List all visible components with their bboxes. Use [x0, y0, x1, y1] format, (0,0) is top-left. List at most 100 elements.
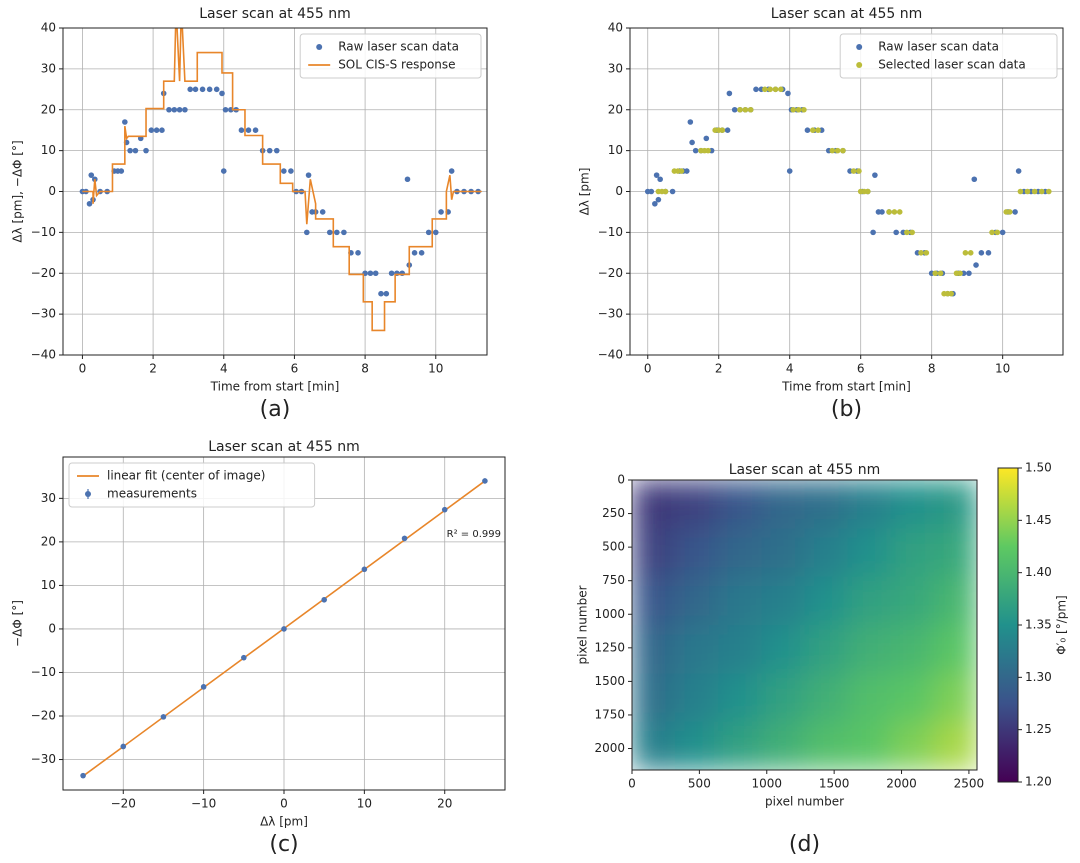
- data-point: [809, 127, 816, 133]
- data-point: [383, 290, 390, 297]
- data-point: [305, 172, 312, 178]
- y-tick-label: 1000: [594, 607, 625, 621]
- data-point: [994, 229, 1001, 236]
- x-tick-label: 2500: [954, 777, 985, 791]
- data-point: [786, 168, 793, 174]
- data-point: [418, 250, 425, 256]
- data-point: [438, 209, 444, 215]
- data-point: [856, 168, 862, 174]
- heatmap: [632, 480, 977, 770]
- x-tick-label: −20: [111, 797, 136, 811]
- heatmap-cell: [933, 480, 977, 529]
- heatmap-cell: [675, 480, 719, 529]
- y-tick-label: −20: [598, 266, 623, 280]
- data-point: [252, 127, 259, 133]
- legend-box: [839, 33, 1058, 79]
- x-tick-label: 4: [220, 362, 228, 376]
- data-point: [281, 168, 287, 174]
- y-tick-label: −10: [598, 225, 623, 239]
- y-axis-label: pixel number: [576, 585, 590, 664]
- data-point: [266, 147, 273, 154]
- data-point: [918, 250, 924, 256]
- heatmap-cell: [933, 528, 977, 578]
- heatmap-cell: [847, 480, 892, 529]
- heatmap-cell: [933, 673, 977, 723]
- data-point: [689, 139, 695, 146]
- data-point: [724, 127, 731, 133]
- x-tick-label: 1500: [819, 777, 850, 791]
- x-tick-label: 2: [715, 362, 723, 376]
- data-point: [1012, 209, 1018, 215]
- data-point: [245, 127, 252, 133]
- data-point: [737, 106, 743, 113]
- plot-area: [79, 28, 482, 332]
- data-point: [772, 86, 779, 93]
- x-tick-label: 6: [291, 362, 299, 376]
- legend-label: Raw laser scan data: [878, 40, 999, 54]
- x-tick-label: 10: [357, 797, 372, 811]
- heatmap-cell: [632, 721, 676, 770]
- data-point: [726, 90, 733, 97]
- plot-area: [80, 478, 488, 779]
- data-point: [127, 147, 133, 154]
- y-tick-label: 30: [41, 491, 56, 505]
- x-axis-label: Time from start [min]: [210, 380, 340, 394]
- y-axis-label: −ΔΦ [°]: [11, 600, 25, 647]
- data-point: [238, 127, 245, 133]
- y-tick-label: 500: [602, 540, 625, 554]
- y-tick-label: −10: [31, 225, 56, 239]
- data-point: [753, 86, 759, 93]
- data-point: [200, 684, 207, 690]
- axes-frame: [62, 456, 506, 791]
- data-point: [870, 229, 876, 236]
- y-tick-label: −10: [31, 665, 56, 679]
- data-point: [778, 86, 784, 93]
- data-point: [319, 209, 326, 215]
- data-point: [304, 229, 310, 236]
- x-tick-label: 2: [149, 362, 157, 376]
- colorbar-label: Φ′₀ [°/pm]: [1055, 595, 1069, 655]
- data-point: [747, 106, 754, 113]
- x-tick-label: 2000: [886, 777, 917, 791]
- data-point: [355, 250, 361, 256]
- data-point: [909, 229, 915, 236]
- data-point: [187, 86, 193, 93]
- panel-caption: (c): [269, 832, 298, 857]
- data-point: [719, 127, 726, 133]
- legend-box: [299, 33, 482, 79]
- x-tick-label: 8: [928, 362, 936, 376]
- data-point: [166, 106, 172, 113]
- x-tick-label: 0: [280, 797, 288, 811]
- data-point: [192, 86, 199, 93]
- legend-label: SOL CIS-S response: [338, 58, 455, 72]
- colorbar-tick-label: 1.35: [1025, 618, 1052, 632]
- y-axis-label: Δλ [pm], −ΔΦ [°]: [11, 140, 25, 242]
- data-point: [441, 506, 448, 513]
- data-point: [219, 90, 225, 97]
- data-point: [687, 119, 694, 125]
- heatmap-cell: [847, 528, 892, 578]
- data-point: [962, 250, 969, 256]
- heatmap-cell: [847, 673, 892, 723]
- heatmap-cell: [761, 528, 806, 578]
- data-point: [159, 127, 165, 133]
- data-point: [411, 250, 418, 256]
- data-point: [904, 229, 910, 236]
- y-tick-label: 1500: [594, 674, 625, 688]
- data-point: [815, 127, 821, 133]
- data-point: [742, 106, 749, 113]
- data-point: [669, 188, 676, 195]
- data-point: [361, 566, 368, 573]
- x-tick-label: 0: [79, 362, 87, 376]
- x-tick-label: 500: [688, 777, 711, 791]
- data-point: [834, 147, 841, 154]
- data-point: [281, 626, 287, 632]
- legend-swatch: [856, 44, 863, 50]
- y-tick-label: 1750: [594, 707, 625, 721]
- heatmap-cell: [761, 480, 806, 529]
- heatmap-cell: [804, 480, 849, 529]
- y-tick-label: 0: [48, 621, 56, 635]
- data-point: [1015, 168, 1022, 174]
- data-point: [801, 106, 807, 113]
- data-point: [985, 250, 992, 256]
